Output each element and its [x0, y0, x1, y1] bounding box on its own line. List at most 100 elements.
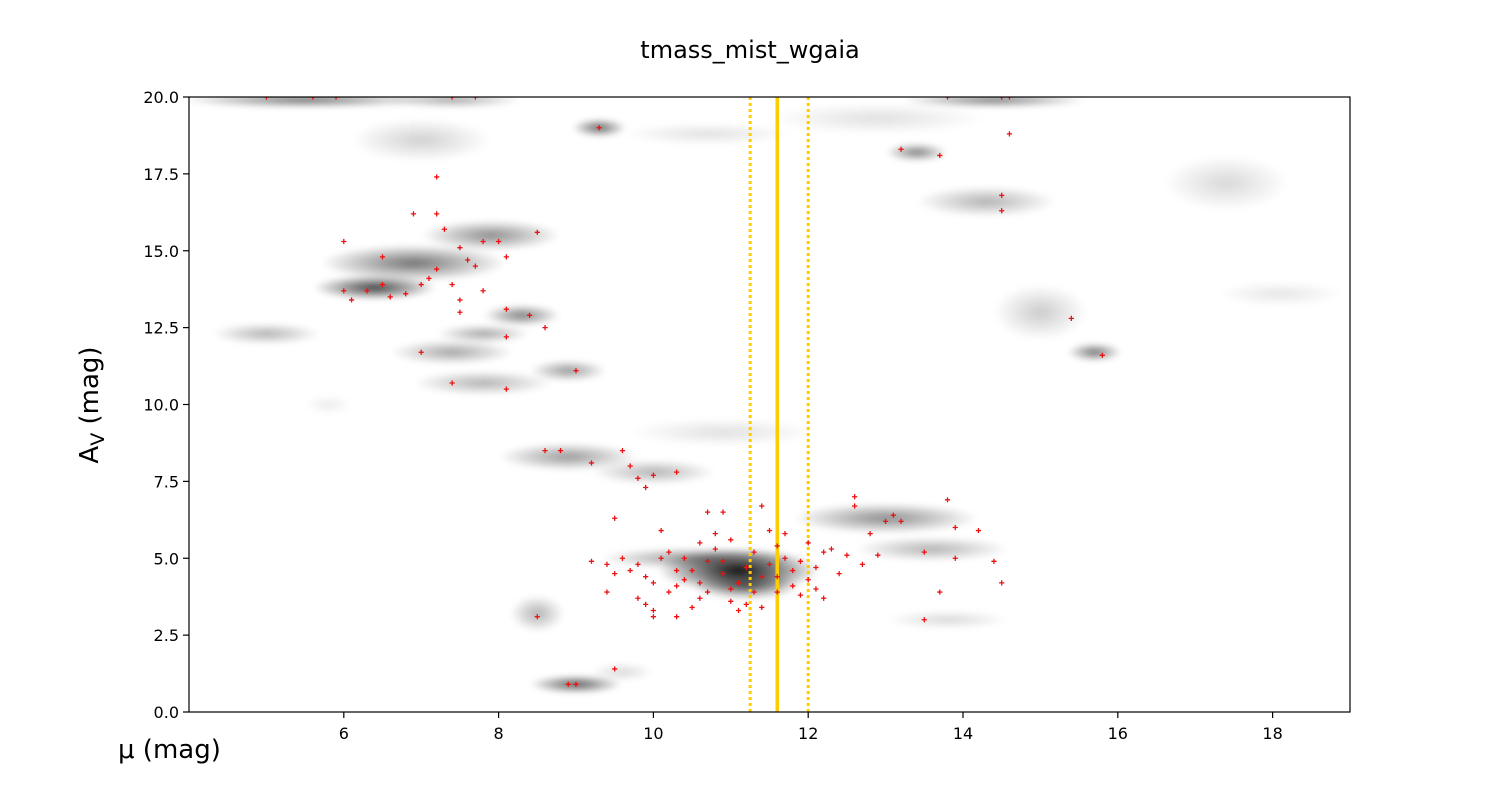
sample-point — [457, 297, 463, 303]
sample-point — [496, 238, 502, 245]
sample-point — [999, 97, 1005, 100]
x-tick-label: 8 — [494, 724, 504, 743]
sample-point — [341, 238, 347, 245]
sample-point — [774, 574, 780, 580]
sample-point — [712, 546, 718, 552]
sample-point — [635, 561, 641, 567]
density-blob — [901, 97, 1087, 108]
sample-point — [379, 281, 386, 288]
sample-point — [875, 552, 881, 558]
plot-area — [189, 97, 1350, 712]
density-blob — [885, 610, 1010, 629]
sample-point — [674, 583, 680, 589]
sample-point — [720, 558, 726, 564]
sample-point — [263, 97, 269, 100]
density-blob — [436, 324, 530, 343]
density-blob — [769, 103, 987, 134]
sample-point — [449, 97, 455, 100]
sample-point — [859, 561, 865, 567]
sample-point — [465, 257, 471, 263]
sample-point — [898, 146, 904, 152]
density-blob — [390, 339, 515, 365]
sample-point — [689, 567, 695, 574]
sample-point — [503, 306, 509, 312]
density-blob — [692, 572, 801, 600]
sample-point — [565, 681, 571, 687]
sample-point — [650, 607, 656, 614]
sample-point — [797, 592, 804, 598]
sample-point — [712, 531, 718, 537]
density-blob — [305, 395, 352, 414]
sample-point — [434, 174, 440, 180]
sample-point — [821, 549, 827, 555]
sample-point — [449, 380, 455, 386]
density-map — [189, 97, 1343, 694]
sample-point — [697, 595, 703, 601]
sample-point — [666, 549, 672, 555]
sample-point — [418, 281, 424, 288]
sample-point — [604, 589, 610, 595]
sample-point — [348, 297, 355, 303]
sample-point — [457, 309, 463, 315]
sample-point — [944, 97, 951, 100]
sample-point — [434, 211, 440, 217]
sample-point — [759, 604, 765, 611]
sample-point — [774, 589, 780, 595]
y-tick-label: 2.5 — [154, 626, 179, 645]
x-axis-ticks: 6 8 10 12 14 16 18 — [339, 712, 1283, 743]
density-blob — [212, 323, 321, 345]
sample-point — [1068, 315, 1074, 321]
sample-point — [790, 583, 796, 589]
sample-point — [952, 524, 958, 531]
sample-point — [650, 472, 656, 478]
x-tick-label: 12 — [798, 724, 818, 743]
density-blob — [498, 442, 638, 471]
density-blob — [854, 536, 1010, 562]
sample-point — [782, 531, 788, 537]
sample-point — [975, 527, 982, 534]
sample-point — [658, 527, 664, 534]
sample-point — [782, 555, 788, 561]
sample-point — [821, 595, 827, 601]
sample-point — [596, 125, 602, 131]
sample-point — [573, 681, 579, 687]
sample-point — [883, 518, 889, 524]
sample-point — [542, 448, 548, 454]
sample-point — [480, 238, 486, 245]
sample-point — [643, 574, 649, 580]
sample-point — [441, 226, 448, 232]
sample-point — [921, 617, 927, 623]
sample-point — [674, 469, 680, 475]
sample-point — [333, 97, 339, 100]
y-tick-label: 12.5 — [143, 319, 179, 338]
sample-point — [426, 275, 432, 282]
sample-point — [828, 546, 835, 552]
y-tick-label: 10.0 — [143, 396, 179, 415]
sample-point — [728, 586, 734, 592]
sample-point — [472, 263, 478, 269]
sample-point — [635, 475, 641, 481]
x-tick-label: 6 — [339, 724, 349, 743]
sample-point — [743, 601, 749, 607]
sample-point — [472, 97, 478, 100]
y-axis-label-sub: V — [87, 433, 109, 446]
density-blob — [1218, 281, 1343, 307]
y-axis-label-main: A — [75, 446, 105, 464]
sample-point — [743, 564, 749, 571]
density-blob — [993, 284, 1087, 340]
sample-point — [526, 312, 533, 318]
sample-point — [1006, 97, 1013, 100]
sample-point — [503, 254, 509, 260]
density-blob — [1067, 343, 1122, 362]
density-blob — [189, 97, 429, 108]
sample-point — [666, 589, 672, 595]
density-blob — [382, 97, 522, 108]
density-blob — [630, 418, 816, 447]
sample-point — [534, 229, 540, 235]
sample-point — [999, 192, 1005, 198]
sample-point — [643, 484, 649, 491]
y-tick-label: 0.0 — [154, 703, 179, 722]
sample-point — [766, 527, 773, 534]
sample-markers — [263, 97, 1105, 687]
